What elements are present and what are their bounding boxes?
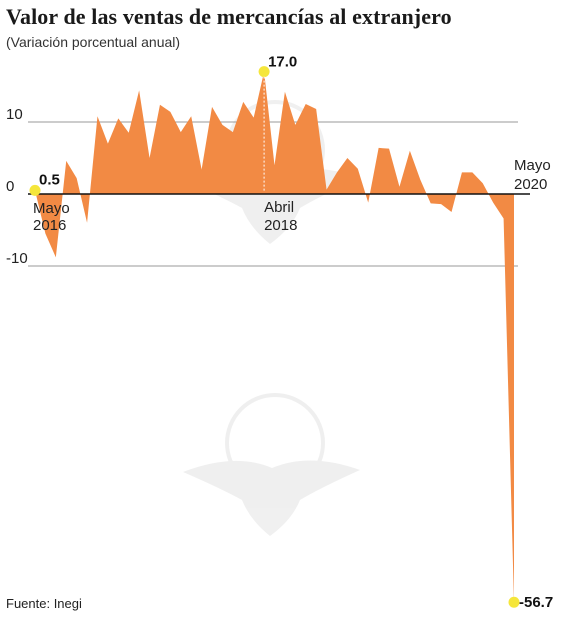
y-tick-label: 10 bbox=[6, 106, 23, 123]
y-tick-labels: 10 0 -10 bbox=[6, 106, 28, 267]
annotation-dot bbox=[29, 184, 41, 196]
date-label-month: Mayo bbox=[514, 157, 551, 174]
annotation-label: 17.0 bbox=[268, 54, 297, 71]
annotation-label: 0.5 bbox=[39, 171, 60, 188]
chart-title: Valor de las ventas de mercancías al ext… bbox=[6, 4, 452, 29]
date-label-year: 2018 bbox=[264, 217, 297, 234]
source-note: Fuente: Inegi bbox=[6, 596, 82, 611]
y-tick-label: 0 bbox=[6, 178, 14, 195]
y-tick-label: -10 bbox=[6, 250, 28, 267]
annotations: 0.5 17.0 -56.7 bbox=[29, 54, 553, 611]
date-label-month: Mayo bbox=[33, 200, 70, 217]
annotation-dot bbox=[508, 596, 520, 608]
annotation-dot bbox=[258, 66, 270, 78]
annotation-label: -56.7 bbox=[519, 594, 553, 611]
chart-subtitle: (Variación porcentual anual) bbox=[6, 34, 181, 50]
date-label-year: 2016 bbox=[33, 217, 66, 234]
grid-lines bbox=[28, 121, 518, 267]
series-area bbox=[35, 71, 514, 603]
date-label-year: 2020 bbox=[514, 176, 547, 193]
date-label-month: Abril bbox=[264, 199, 294, 216]
